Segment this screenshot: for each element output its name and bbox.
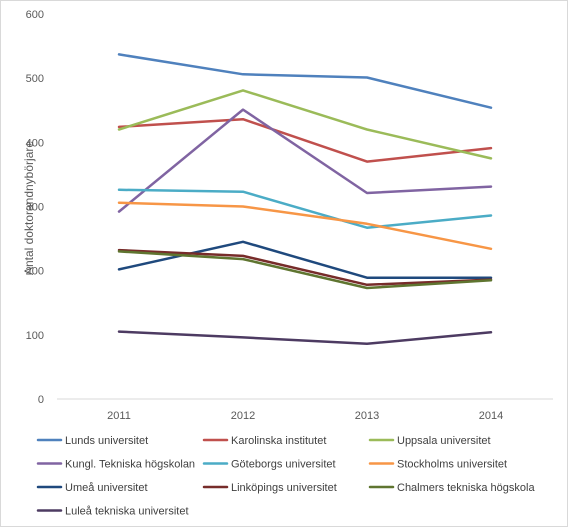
legend-label: Lunds universitet bbox=[65, 435, 148, 447]
legend-item: Uppsala universitet bbox=[368, 435, 491, 447]
legend: Lunds universitet Karolinska institutet Up… bbox=[36, 435, 535, 518]
legend-item: Luleå tekniska universitet bbox=[36, 506, 189, 518]
series-lines bbox=[117, 53, 493, 346]
series-line bbox=[117, 108, 493, 213]
series-line bbox=[117, 89, 493, 160]
legend-label: Kungl. Tekniska högskolan bbox=[65, 459, 195, 471]
legend-item: Stockholms universitet bbox=[368, 459, 507, 471]
legend-label: Göteborgs universitet bbox=[231, 459, 336, 471]
x-tick-label: 2014 bbox=[479, 410, 503, 422]
legend-label: Uppsala universitet bbox=[397, 435, 491, 447]
legend-item: Linköpings universitet bbox=[202, 482, 337, 494]
series-line bbox=[117, 330, 493, 346]
x-tick-label: 2013 bbox=[355, 410, 379, 422]
x-tick-label: 2011 bbox=[107, 410, 131, 422]
y-tick-label: 400 bbox=[26, 137, 44, 149]
legend-label: Chalmers tekniska högskola bbox=[397, 482, 535, 494]
y-axis-label: Antal doktorandnybörjare bbox=[22, 141, 36, 275]
series-line bbox=[117, 248, 493, 287]
x-axis: 2011 2012 2013 2014 bbox=[107, 410, 503, 422]
y-tick-label: 0 bbox=[38, 394, 44, 406]
y-tick-label: 500 bbox=[26, 73, 44, 85]
x-tick-label: 2012 bbox=[231, 410, 255, 422]
legend-item: Chalmers tekniska högskola bbox=[368, 482, 535, 494]
legend-item: Kungl. Tekniska högskolan bbox=[36, 459, 195, 471]
legend-item: Göteborgs universitet bbox=[202, 459, 336, 471]
y-tick-label: 600 bbox=[26, 9, 44, 21]
y-tick-label: 100 bbox=[26, 330, 44, 342]
y-axis: 0 100 200 300 400 500 600 bbox=[26, 9, 44, 406]
legend-label: Umeå universitet bbox=[65, 482, 148, 494]
legend-item: Karolinska institutet bbox=[202, 435, 326, 447]
series-line bbox=[117, 53, 493, 109]
legend-item: Lunds universitet bbox=[36, 435, 148, 447]
y-tick-label: 200 bbox=[26, 266, 44, 278]
legend-item: Umeå universitet bbox=[36, 482, 148, 494]
legend-label: Stockholms universitet bbox=[397, 459, 507, 471]
legend-label: Karolinska institutet bbox=[231, 435, 326, 447]
series-line bbox=[117, 250, 493, 290]
series-line bbox=[117, 117, 493, 163]
legend-label: Luleå tekniska universitet bbox=[65, 506, 189, 518]
legend-label: Linköpings universitet bbox=[231, 482, 337, 494]
series-line bbox=[117, 201, 493, 251]
series-line bbox=[117, 188, 493, 229]
y-tick-label: 300 bbox=[26, 202, 44, 214]
